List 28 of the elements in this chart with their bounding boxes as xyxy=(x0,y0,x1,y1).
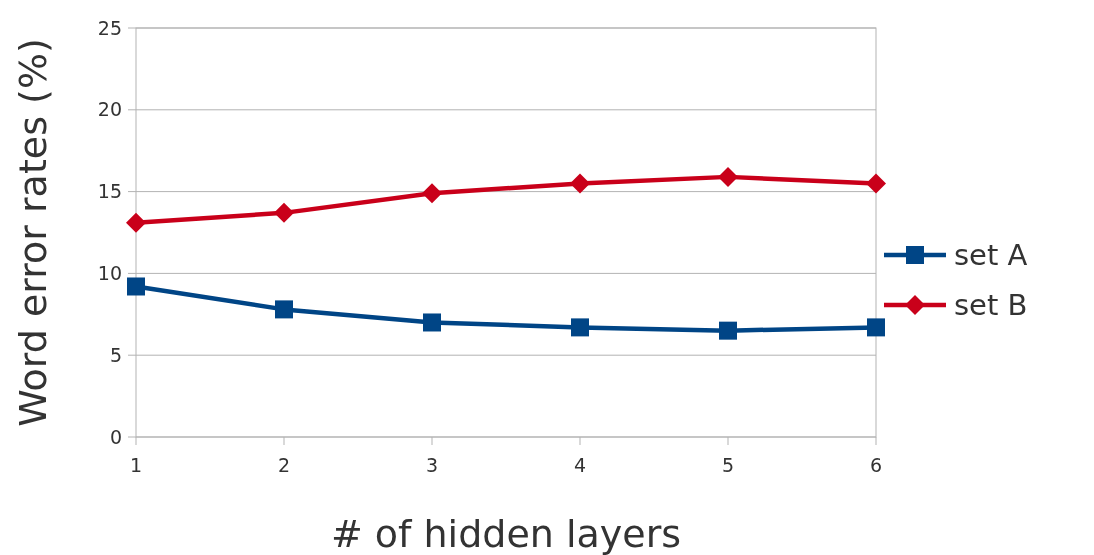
x-tick-label: 2 xyxy=(277,454,291,476)
x-tick-label: 4 xyxy=(573,454,587,476)
point xyxy=(719,321,737,340)
point xyxy=(423,313,441,332)
point xyxy=(718,166,738,187)
point xyxy=(570,173,590,194)
x-tick-label: 5 xyxy=(721,454,735,476)
point xyxy=(274,202,294,223)
point xyxy=(571,318,589,337)
x-tick-label: 1 xyxy=(129,454,143,476)
legend-label: set B xyxy=(954,288,1028,323)
y-tick-label: 15 xyxy=(97,180,122,203)
point xyxy=(866,173,886,194)
y-tick-label: 25 xyxy=(97,16,122,39)
y-axis-title: Word error rates (%) xyxy=(11,38,55,427)
point xyxy=(126,212,146,233)
x-tick-label: 3 xyxy=(425,454,439,476)
legend-label: set A xyxy=(954,238,1028,273)
y-tick-label: 0 xyxy=(109,425,122,448)
x-axis-title: # of hidden layers xyxy=(330,512,682,555)
point xyxy=(127,277,145,296)
x-tick-label: 6 xyxy=(869,454,883,476)
point xyxy=(422,183,442,204)
y-tick-label: 10 xyxy=(97,262,122,285)
point xyxy=(275,300,293,319)
y-tick-label: 5 xyxy=(109,343,122,366)
point xyxy=(867,318,885,337)
y-tick-label: 20 xyxy=(97,98,122,121)
